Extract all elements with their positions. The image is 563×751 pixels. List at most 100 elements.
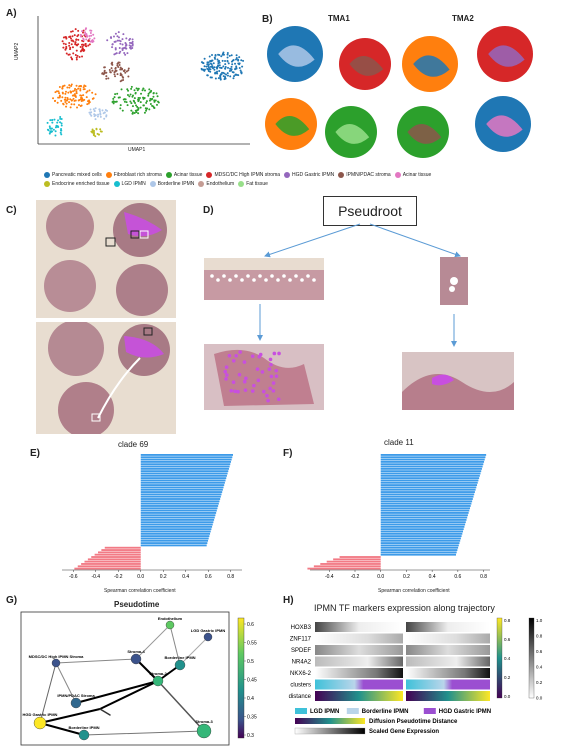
umap-point [75,38,78,41]
tma-region [486,115,523,137]
pseudotime-distance-bar-label: Diffusion Pseudotime Distance [369,719,458,725]
legend-item: Borderline IPMN [149,181,194,187]
umap-point [94,114,97,117]
pseudotime-node [130,653,142,665]
trajectory-image-right-2 [402,352,514,410]
positive-correlation-bar [380,537,461,540]
umap-point [200,61,203,64]
umap-plot [37,16,250,145]
spot-marker [258,274,262,278]
umap-point [82,88,85,91]
umap-point [88,34,91,37]
legend-item: IPMN/PDAC stroma [338,172,391,178]
umap-point [113,96,116,99]
legend-swatch [238,181,245,187]
umap-point [226,51,229,54]
umap-point [211,53,214,56]
tma2-label: TMA2 [452,14,474,23]
umap-point [62,42,65,45]
umap-point [231,63,234,66]
positive-correlation-bar [380,484,478,487]
umap-point [87,44,90,47]
umap-point [234,73,237,76]
umap-point [58,95,61,98]
umap-point [76,106,79,109]
umap-point [81,55,84,58]
heatmap-row-left [315,679,403,690]
umap-point [78,56,81,59]
umap-point [133,97,136,100]
umap-point [148,99,151,102]
colorbar-tick-label: 0.0 [536,696,543,701]
spot-marker [255,367,260,371]
umap-point [54,91,57,94]
umap-point [135,111,138,114]
positive-correlation-bar [140,467,229,470]
umap-point [48,125,51,128]
legend-item: Endocrine enriched tissue [44,181,110,187]
umap-point [131,105,134,108]
umap-point [231,59,234,62]
pseudotime-node-label: IPMN/PDAC Stroma [57,693,95,698]
umap-point [82,94,85,97]
umap-point [110,67,113,70]
umap-point [52,97,55,100]
umap-point [72,52,75,55]
umap-point [227,62,230,65]
umap-point [99,115,102,118]
umap-point [149,102,152,105]
umap-point [215,72,218,75]
positive-correlation-bar [380,472,481,475]
positive-correlation-bar [380,465,483,468]
umap-point [218,66,221,69]
positive-correlation-bar [140,530,211,533]
umap-point [224,59,227,62]
umap-point [72,90,75,93]
positive-correlation-bar [380,454,487,456]
umap-point [80,104,83,107]
umap-point [58,86,61,89]
positive-correlation-bar [380,474,480,477]
umap-point [99,113,102,116]
umap-point [222,65,225,68]
heatmap-legend-swatch [346,708,359,714]
umap-point [84,43,87,46]
umap-point [70,83,73,86]
umap-point [103,111,106,114]
umap-point [82,37,85,40]
umap-point [203,65,206,68]
umap-point [139,106,142,109]
heatmap-row-left [315,668,403,678]
umap-point [60,133,63,136]
umap-point [231,71,234,74]
umap-point [153,107,156,110]
positive-correlation-bar [140,528,212,531]
spot-marker [257,354,262,359]
heatmap-row-label: clusters [290,683,311,689]
umap-point [119,42,122,45]
umap-point [235,65,238,68]
umap-point [133,111,136,114]
positive-correlation-bar [380,491,475,493]
trajectory-image-left-1 [204,258,324,300]
umap-point [65,105,68,108]
negative-correlation-bar [84,560,141,563]
umap-point [46,121,49,124]
umap-point [145,109,148,112]
spot-marker [267,367,272,372]
tick-label: -0.4 [91,574,100,580]
umap-point [128,41,131,44]
spot-marker [237,372,242,377]
umap-point [117,96,120,99]
umap-point [77,104,80,107]
umap-point [128,44,131,47]
umap-point [214,77,217,80]
spot-marker [234,274,238,278]
umap-point [70,85,73,88]
positive-correlation-bar [140,539,209,542]
heatmap-row-left [315,645,403,655]
heatmap-legend-swatch [423,708,436,714]
clade-f-xlabel: Spearman correlation coefficient [378,588,450,594]
umap-point [80,100,83,103]
umap-point [123,51,126,54]
